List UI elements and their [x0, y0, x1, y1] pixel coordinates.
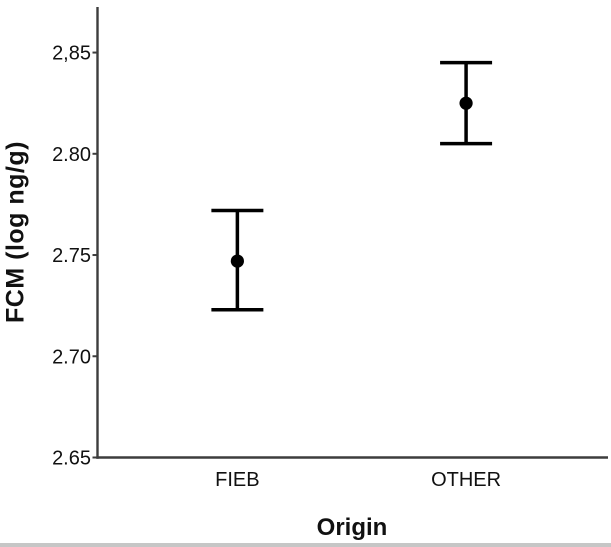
x-axis-title: Origin	[316, 514, 388, 541]
y-tick-label-1: 2.80	[52, 144, 91, 166]
y-tick-label-4: 2.65	[52, 448, 91, 470]
y-axis-title: FCM (log ng/g)	[1, 141, 30, 323]
error-bar-other	[440, 60, 493, 146]
y-tick-label-0: 2,85	[52, 43, 91, 65]
y-tick-label-3: 2.70	[52, 346, 91, 368]
figure-bottom-border	[0, 543, 611, 547]
mean-dot	[459, 96, 473, 110]
x-category-label-other: OTHER	[431, 469, 501, 491]
mean-dot	[230, 254, 244, 268]
x-category-label-fieb: FIEB	[215, 469, 259, 491]
y-tick-label-2: 2.75	[52, 245, 91, 267]
error-bar-fieb	[211, 208, 264, 312]
